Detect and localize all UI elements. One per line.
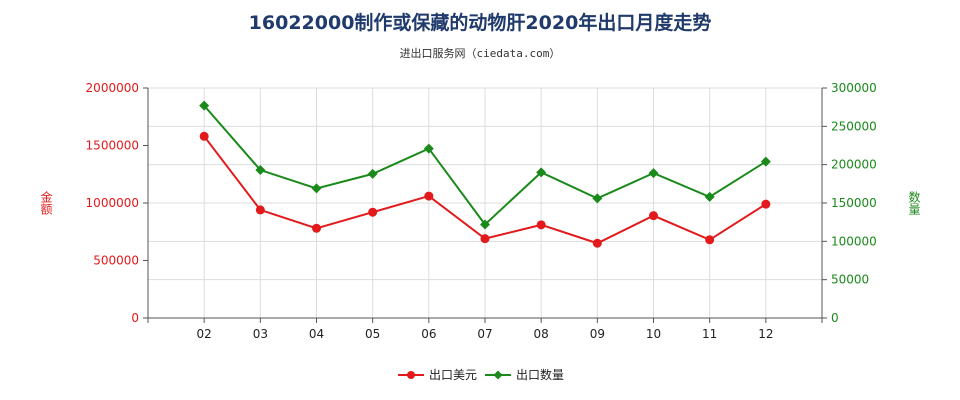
left-tick-label: 500000	[93, 254, 139, 268]
data-point-qty	[704, 191, 715, 202]
data-point-qty	[199, 100, 210, 111]
x-tick-label: 09	[590, 327, 605, 341]
data-point-usd	[761, 199, 771, 209]
left-tick-label: 1000000	[86, 196, 139, 210]
data-point-usd	[480, 234, 490, 244]
x-tick-label: 02	[197, 327, 212, 341]
right-tick-label: 150000	[831, 196, 877, 210]
x-tick-label: 06	[421, 327, 436, 341]
chart-subtitle: 进出口服务网（ciedata.com）	[399, 47, 561, 60]
legend-marker	[493, 370, 503, 380]
x-tick-label: 12	[758, 327, 773, 341]
right-tick-label: 250000	[831, 119, 877, 133]
data-point-usd	[592, 238, 602, 248]
x-tick-label: 03	[253, 327, 268, 341]
left-tick-label: 2000000	[86, 81, 139, 95]
data-point-usd	[649, 211, 658, 221]
x-tick-label: 07	[477, 327, 492, 341]
legend-marker	[407, 371, 415, 379]
data-point-qty	[311, 183, 322, 194]
data-point-qty	[480, 219, 490, 230]
x-tick-label: 11	[702, 327, 717, 341]
data-point-qty	[423, 143, 434, 154]
left-axis-title: 金额	[39, 190, 53, 216]
data-point-qty	[760, 156, 771, 167]
data-point-usd	[199, 131, 209, 141]
legend-label-usd: 出口美元	[429, 368, 477, 382]
left-tick-label: 1500000	[86, 139, 139, 153]
data-point-usd	[368, 207, 378, 217]
x-tick-label: 10	[646, 327, 661, 341]
data-point-usd	[255, 205, 265, 215]
right-tick-label: 300000	[831, 81, 877, 95]
right-tick-label: 0	[831, 311, 839, 325]
data-point-qty	[367, 168, 378, 179]
data-point-usd	[312, 223, 321, 233]
x-tick-label: 05	[365, 327, 380, 341]
data-point-usd	[424, 191, 434, 201]
right-tick-label: 200000	[831, 158, 877, 172]
legend-label-qty: 出口数量	[516, 367, 564, 382]
right-tick-label: 100000	[831, 234, 877, 248]
data-point-qty	[592, 193, 603, 204]
x-tick-label: 08	[534, 327, 549, 341]
left-tick-label: 0	[131, 311, 139, 325]
chart-title: 16022000制作或保藏的动物肝2020年出口月度走势	[248, 12, 712, 34]
data-point-usd	[705, 235, 715, 245]
data-point-usd	[536, 220, 546, 230]
data-point-qty	[648, 168, 659, 179]
data-point-qty	[536, 167, 547, 178]
x-tick-label: 04	[309, 327, 324, 341]
data-point-qty	[255, 165, 266, 176]
right-axis-title: 数量	[907, 190, 921, 215]
right-tick-label: 50000	[831, 273, 869, 287]
